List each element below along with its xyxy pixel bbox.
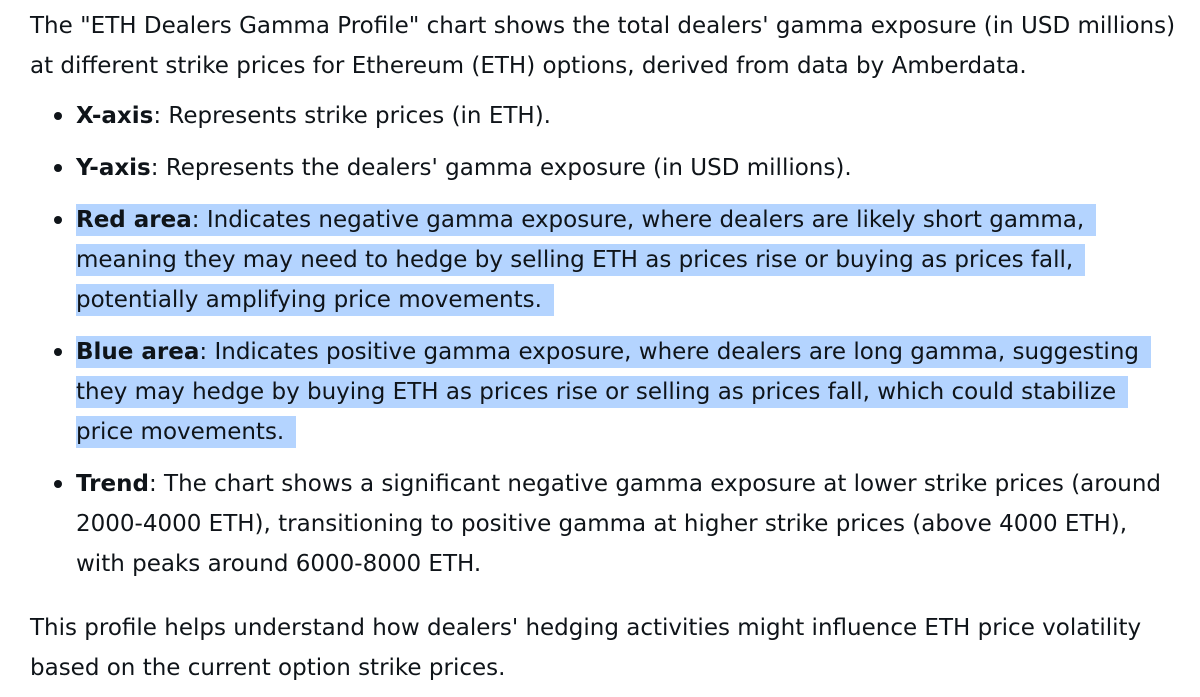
- bullet-term: Y-axis: [76, 155, 151, 181]
- bullet-item-red-area: Red area: Indicates negative gamma expos…: [30, 200, 1166, 320]
- bullet-content: Y-axis: Represents the dealers' gamma ex…: [76, 155, 852, 181]
- selected-text-highlight[interactable]: Blue area: Indicates positive gamma expo…: [76, 336, 1151, 448]
- bullet-term: Blue area: [76, 339, 200, 365]
- bullet-term: Trend: [76, 471, 149, 497]
- bullet-dot-icon: [54, 480, 62, 488]
- bullet-separator: :: [153, 103, 169, 129]
- bullet-separator: :: [191, 207, 207, 233]
- bullet-separator: :: [148, 471, 165, 497]
- bullet-dot-icon: [54, 216, 62, 224]
- bullet-item-blue-area: Blue area: Indicates positive gamma expo…: [30, 332, 1166, 452]
- intro-paragraph: The "ETH Dealers Gamma Profile" chart sh…: [30, 13, 1176, 79]
- bullet-text: Indicates negative gamma exposure, where…: [76, 207, 1085, 313]
- bullet-list: X-axis: Represents strike prices (in ETH…: [30, 96, 1200, 584]
- bullet-term: Red area: [76, 207, 192, 233]
- bullet-content: X-axis: Represents strike prices (in ETH…: [76, 103, 551, 129]
- bullet-dot-icon: [54, 112, 62, 120]
- bullet-item-x-axis: X-axis: Represents strike prices (in ETH…: [30, 96, 1166, 136]
- outro-paragraph: This profile helps understand how dealer…: [30, 615, 1142, 681]
- bullet-term: X-axis: [76, 103, 154, 129]
- selected-text-highlight[interactable]: Red area: Indicates negative gamma expos…: [76, 204, 1097, 316]
- bullet-text: Indicates positive gamma exposure, where…: [76, 339, 1139, 445]
- bullet-text: Represents strike prices (in ETH).: [168, 103, 551, 129]
- bullet-dot-icon: [54, 164, 62, 172]
- bullet-item-y-axis: Y-axis: Represents the dealers' gamma ex…: [30, 148, 1166, 188]
- bullet-text: Represents the dealers' gamma exposure (…: [165, 155, 852, 181]
- bullet-content: Trend: The chart shows a significant neg…: [76, 471, 1161, 577]
- bullet-item-trend: Trend: The chart shows a significant neg…: [30, 464, 1166, 584]
- bullet-text: The chart shows a significant negative g…: [76, 471, 1162, 577]
- bullet-separator: :: [150, 155, 166, 181]
- bullet-separator: :: [199, 339, 215, 365]
- bullet-dot-icon: [54, 348, 62, 356]
